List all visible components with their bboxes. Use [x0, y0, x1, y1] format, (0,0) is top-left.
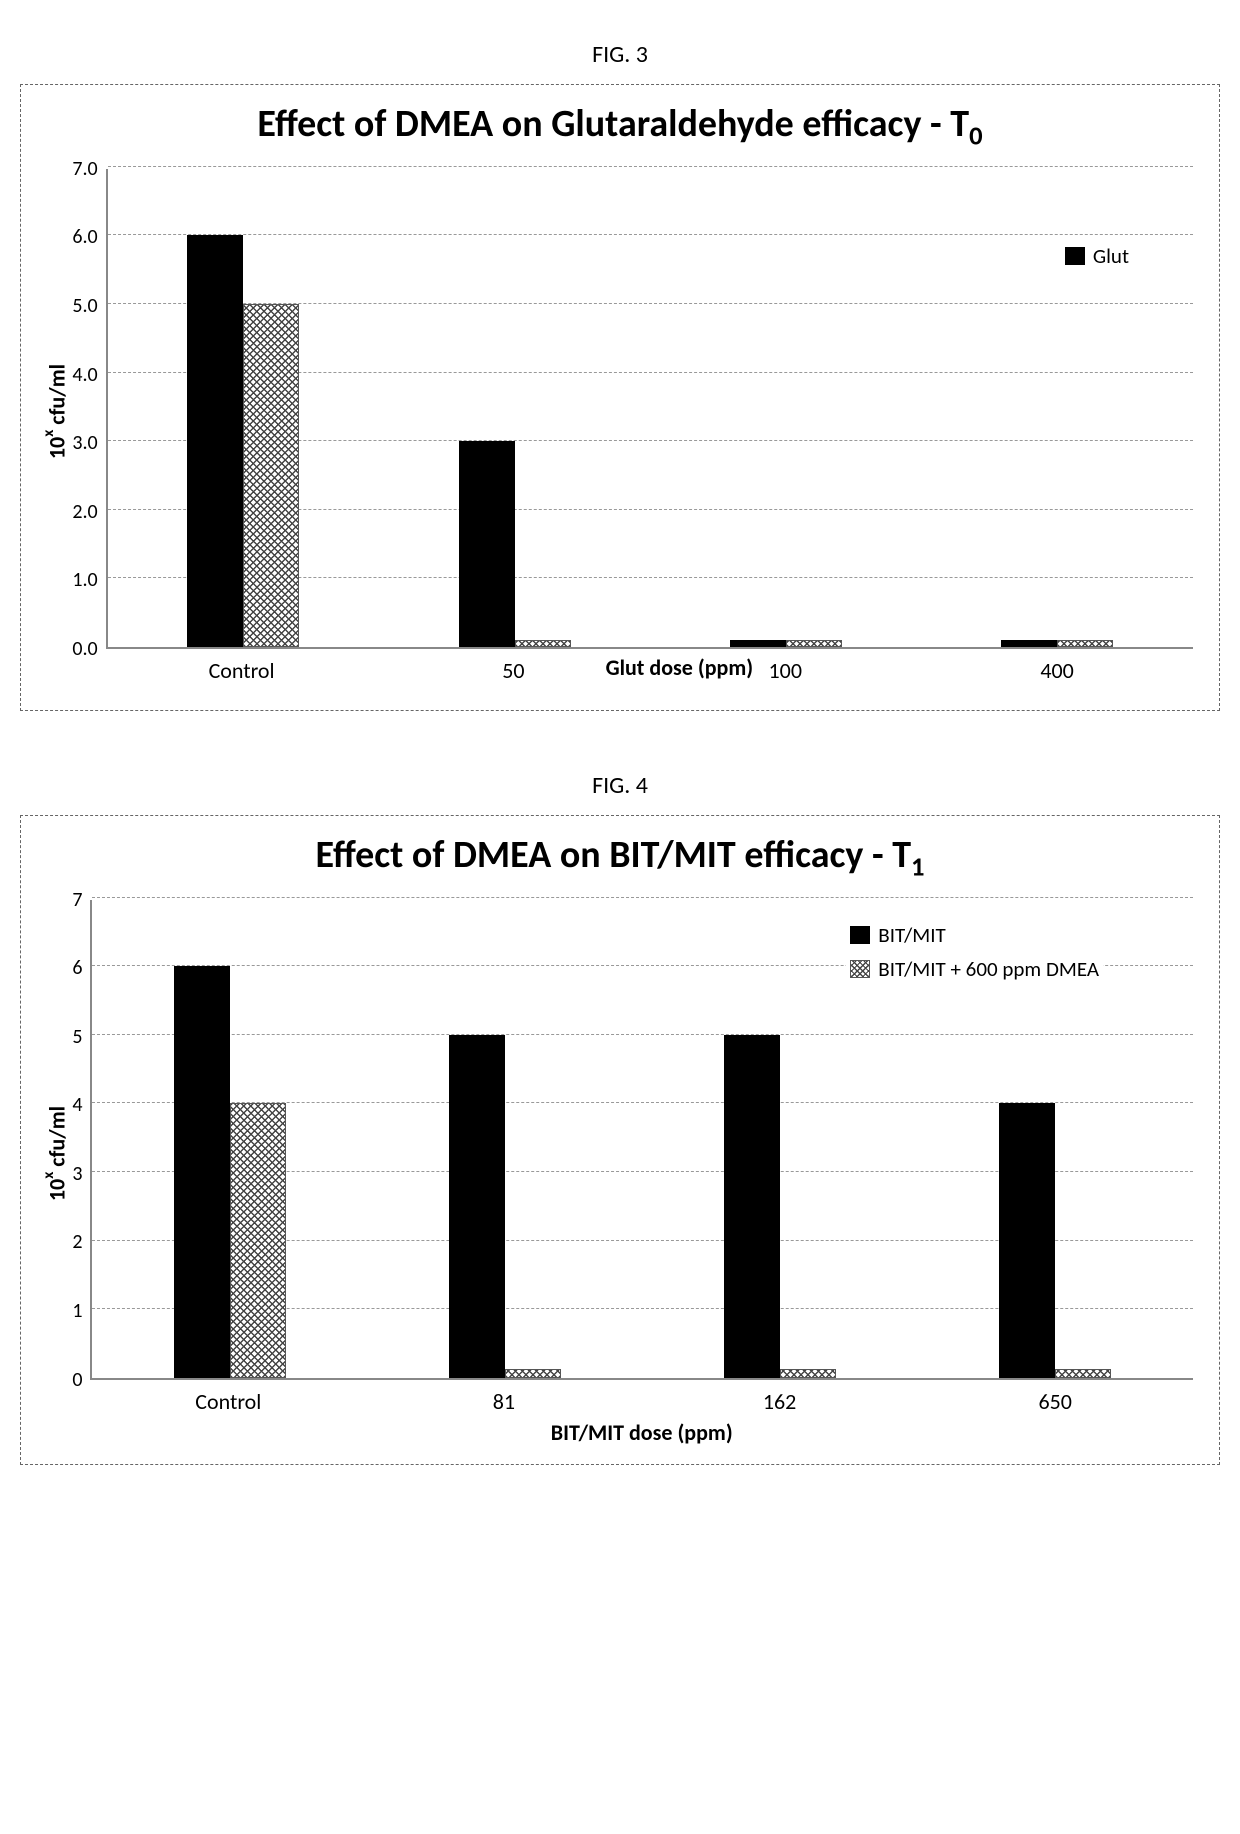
bar [505, 1369, 561, 1377]
bar [449, 1035, 505, 1378]
x-tick: 650 [917, 1388, 1193, 1415]
bar-group [918, 1103, 1193, 1377]
bar [230, 1103, 286, 1377]
plot-area: Glut [106, 169, 1193, 649]
bar [459, 441, 515, 647]
chart-body: 10x cfu/ml 7.06.05.04.03.02.01.00.0 Glut… [27, 169, 1213, 704]
bar [724, 1035, 780, 1378]
x-tick: Control [90, 1388, 366, 1415]
bar [1001, 640, 1057, 647]
bar-group [643, 1035, 918, 1378]
plot-area: BIT/MITBIT/MIT + 600 ppm DMEA [90, 900, 1193, 1380]
gridline [92, 897, 1193, 898]
bar [174, 966, 230, 1377]
y-axis-label: 10x cfu/ml [37, 1106, 72, 1201]
bar [999, 1103, 1055, 1377]
bar [187, 235, 243, 646]
chart-title: Effect of DMEA on BIT/MIT efficacy - T1 [27, 822, 1213, 900]
bar-groups [108, 169, 1193, 647]
bar [1057, 640, 1113, 647]
bar [786, 640, 842, 647]
bar [730, 640, 786, 647]
y-axis-label: 10x cfu/ml [37, 364, 72, 459]
y-axis-ticks: 7.06.05.04.03.02.01.00.0 [72, 169, 105, 649]
x-axis-ticks: Control81162650 [90, 1380, 1193, 1415]
chart-title: Effect of DMEA on Glutaraldehyde efficac… [27, 91, 1213, 169]
chart-body: 10x cfu/ml 76543210 BIT/MITBIT/MIT + 600… [27, 900, 1213, 1458]
bar-group [368, 1035, 643, 1378]
chart-fig3: Effect of DMEA on Glutaraldehyde efficac… [20, 84, 1220, 711]
x-tick: 81 [366, 1388, 642, 1415]
bar-groups [92, 900, 1193, 1378]
bar [780, 1369, 836, 1377]
bar-group [650, 640, 921, 647]
bar [515, 640, 571, 647]
figure-label: FIG. 3 [20, 40, 1220, 69]
gridline [108, 166, 1193, 167]
bar-group [379, 441, 650, 647]
bar-group [922, 640, 1193, 647]
x-axis-label: Glut dose (ppm) [106, 654, 1193, 683]
bar [243, 304, 299, 647]
x-axis-label: BIT/MIT dose (ppm) [90, 1419, 1193, 1448]
chart-fig4: Effect of DMEA on BIT/MIT efficacy - T1 … [20, 815, 1220, 1465]
bar-group [108, 235, 379, 646]
bar [1055, 1369, 1111, 1377]
x-tick: 162 [642, 1388, 918, 1415]
y-axis-ticks: 76543210 [72, 900, 90, 1380]
bar-group [92, 966, 367, 1377]
figure-label: FIG. 4 [20, 771, 1220, 800]
